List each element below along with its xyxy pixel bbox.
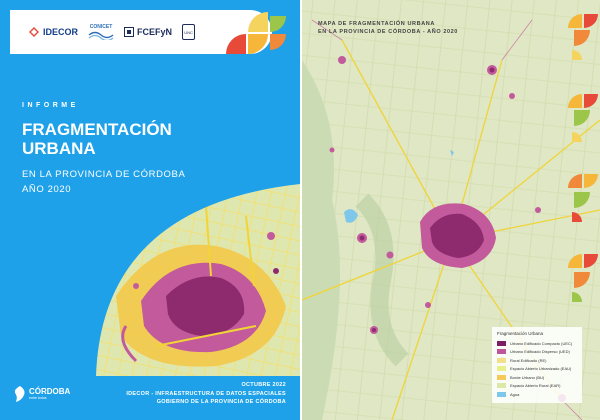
map-title-line2: EN LA PROVINCIA DE CÓRDOBA - AÑO 2020 [318, 29, 458, 35]
report-title-line2: URBANA [22, 139, 96, 158]
map-legend: Fragmentación Urbana Urbano Edificado Co… [492, 327, 582, 403]
report-subtitle-line2: AÑO 2020 [22, 184, 72, 195]
legend-label: Borde Urbano (BU) [510, 374, 545, 380]
cordoba-logo-name: CÓRDOBA [29, 387, 71, 396]
legend-swatch [497, 340, 506, 346]
legend-item: Urbano Edificado Compacto (UEC) [497, 339, 577, 348]
legend-swatch [497, 391, 506, 397]
legend-item: Agua [497, 390, 577, 399]
legend-swatch [497, 349, 506, 355]
report-type-label: INFORME [22, 102, 79, 109]
idecor-logo: IDECOR [28, 26, 78, 38]
legend-label: Urbano Edificado Disperso (UED) [510, 349, 570, 355]
report-subtitle: EN LA PROVINCIA DE CÓRDOBA AÑO 2020 [22, 167, 262, 197]
legend-title: Fragmentación Urbana [497, 331, 544, 336]
legend-swatch [497, 374, 506, 380]
legend-label: Agua [510, 391, 520, 397]
fcefyn-logo-text: FCEFyN [137, 27, 173, 37]
unc-logo-text: UNC [184, 29, 193, 35]
legend-item: Espacio Abierto Urbanizado (EAU) [497, 365, 577, 374]
cordoba-government-logo: CÓRDOBA entre todos [14, 386, 70, 402]
conicet-wave-icon [88, 31, 114, 40]
legend-label: Urbano Edificado Compacto (UEC) [510, 340, 573, 346]
cordoba-mark-icon [14, 386, 25, 402]
conicet-logo: CONICET [88, 24, 114, 40]
map-page: MAPA DE FRAGMENTACIÓN URBANA EN LA PROVI… [302, 0, 600, 420]
idecor-logo-text: IDECOR [43, 27, 79, 37]
government-label: GOBIERNO DE LA PROVINCIA DE CÓRDOBA [156, 399, 286, 405]
map-title: MAPA DE FRAGMENTACIÓN URBANA EN LA PROVI… [318, 20, 458, 36]
legend-label: Espacio Abierto Urbanizado (EAU) [510, 366, 572, 372]
legend-label: Rural Edificado (RE) [510, 357, 547, 363]
cover-footer: OCTUBRE 2022 IDECOR - INFRAESTRUCTURA DE… [126, 381, 286, 407]
legend-item: Borde Urbano (BU) [497, 373, 577, 382]
legend-item: Espacio Abierto Rural (EAR) [497, 382, 577, 391]
partner-logos-bar: IDECOR CONICET FCEFyN UNC [10, 10, 272, 54]
conicet-logo-text: CONICET [89, 24, 113, 30]
report-subtitle-line1: EN LA PROVINCIA DE CÓRDOBA [22, 169, 186, 180]
report-title-line1: FRAGMENTACIÓN [22, 120, 172, 139]
fcefyn-mark-icon [124, 27, 135, 37]
legend-swatch [497, 366, 506, 372]
legend-item: Urbano Edificado Disperso (UED) [497, 348, 577, 357]
legend-swatch [497, 383, 506, 389]
unc-logo: UNC [182, 24, 196, 40]
cordoba-logo-tagline: entre todos [29, 396, 47, 400]
cover-map-illustration [96, 184, 300, 376]
legend-item: Rural Edificado (RE) [497, 356, 577, 365]
publisher-org: IDECOR - INFRAESTRUCTURA DE DATOS ESPACI… [126, 390, 286, 397]
legend-label: Espacio Abierto Rural (EAR) [510, 383, 561, 389]
report-cover: IDECOR CONICET FCEFyN UNC [0, 0, 300, 420]
report-title: FRAGMENTACIÓN URBANA [22, 120, 252, 158]
side-decorative-shapes-icon [568, 14, 598, 302]
publication-date: OCTUBRE 2022 [241, 382, 286, 388]
decorative-shapes-icon [226, 12, 286, 54]
fcefyn-logo: FCEFyN [124, 27, 172, 37]
legend-swatch [497, 357, 506, 363]
map-title-line1: MAPA DE FRAGMENTACIÓN URBANA [318, 21, 435, 27]
idecor-mark-icon [29, 27, 39, 37]
